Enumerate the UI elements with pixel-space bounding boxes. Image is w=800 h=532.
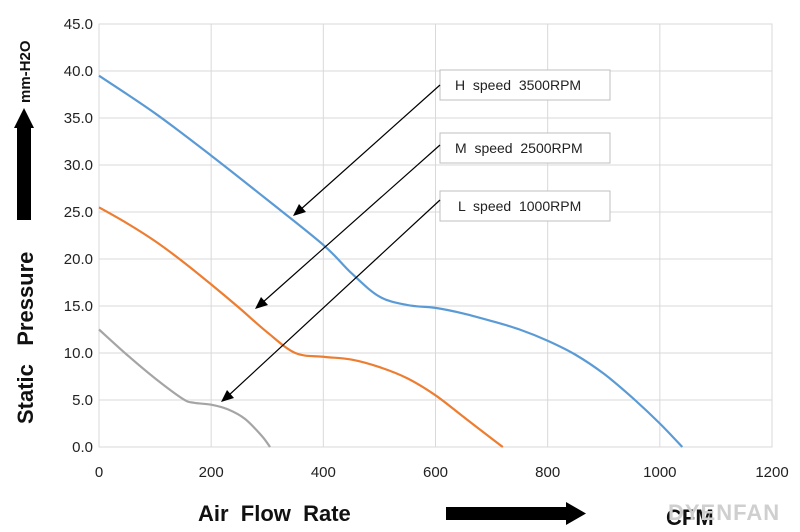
y-tick-label: 5.0: [72, 392, 93, 409]
series-line-l-speed: [98, 328, 271, 448]
callout-arrow-m: [255, 144, 441, 309]
x-tick-label: 0: [95, 464, 103, 481]
gridlines: [98, 23, 773, 448]
y-axis-arrow-shaft: [17, 128, 31, 220]
series-labels: H speed 3500RPM M speed 2500RPM L speed …: [221, 69, 611, 402]
x-axis-title: Air Flow Rate CFM: [198, 501, 714, 530]
y-axis-label: Static Pressure: [13, 252, 38, 424]
series-label-m: M speed 2500RPM: [439, 132, 611, 164]
y-tick-label: 40.0: [64, 63, 93, 80]
y-axis-unit: mm-H2O: [17, 40, 34, 103]
watermark-text: DYENFAN: [668, 500, 780, 525]
x-tick-label: 200: [199, 464, 224, 481]
callout-arrow-h: [293, 84, 441, 216]
x-tick-label: 600: [423, 464, 448, 481]
y-tick-label: 30.0: [64, 157, 93, 174]
series-label-l-text: L speed 1000RPM: [458, 198, 581, 214]
callout-arrow-l: [221, 199, 441, 402]
y-tick-label: 25.0: [64, 204, 93, 221]
x-tick-label: 1200: [755, 464, 788, 481]
watermark: DYENFAN: [668, 500, 780, 525]
x-tick-label: 1000: [643, 464, 676, 481]
x-tick-label: 800: [535, 464, 560, 481]
series-label-h-text: H speed 3500RPM: [455, 77, 581, 93]
y-axis-title: mm-H2O Static Pressure: [13, 40, 38, 424]
x-tick-labels: 0 200 400 600 800 1000 1200: [95, 464, 789, 481]
x-axis-arrow-head: [566, 502, 586, 525]
series-label-h: H speed 3500RPM: [439, 69, 611, 101]
series-lines: [98, 74, 684, 448]
series-line-h-speed: [98, 74, 684, 448]
y-tick-labels: 0.0 5.0 10.0 15.0 20.0 25.0 30.0 35.0 40.0 45.0: [64, 16, 93, 456]
series-label-l: L speed 1000RPM: [439, 190, 611, 222]
x-axis-arrow-shaft: [446, 507, 568, 520]
series-label-m-text: M speed 2500RPM: [455, 140, 583, 156]
y-tick-label: 10.0: [64, 345, 93, 362]
y-tick-label: 20.0: [64, 251, 93, 268]
x-tick-label: 400: [311, 464, 336, 481]
y-tick-label: 15.0: [64, 298, 93, 315]
series-line-m-speed: [98, 206, 504, 448]
x-axis-label: Air Flow Rate: [198, 501, 351, 526]
y-axis-arrow-head: [14, 108, 34, 128]
y-tick-label: 45.0: [64, 16, 93, 33]
x-axis-unit: CFM: [666, 505, 714, 530]
y-tick-label: 35.0: [64, 110, 93, 127]
y-tick-label: 0.0: [72, 439, 93, 456]
